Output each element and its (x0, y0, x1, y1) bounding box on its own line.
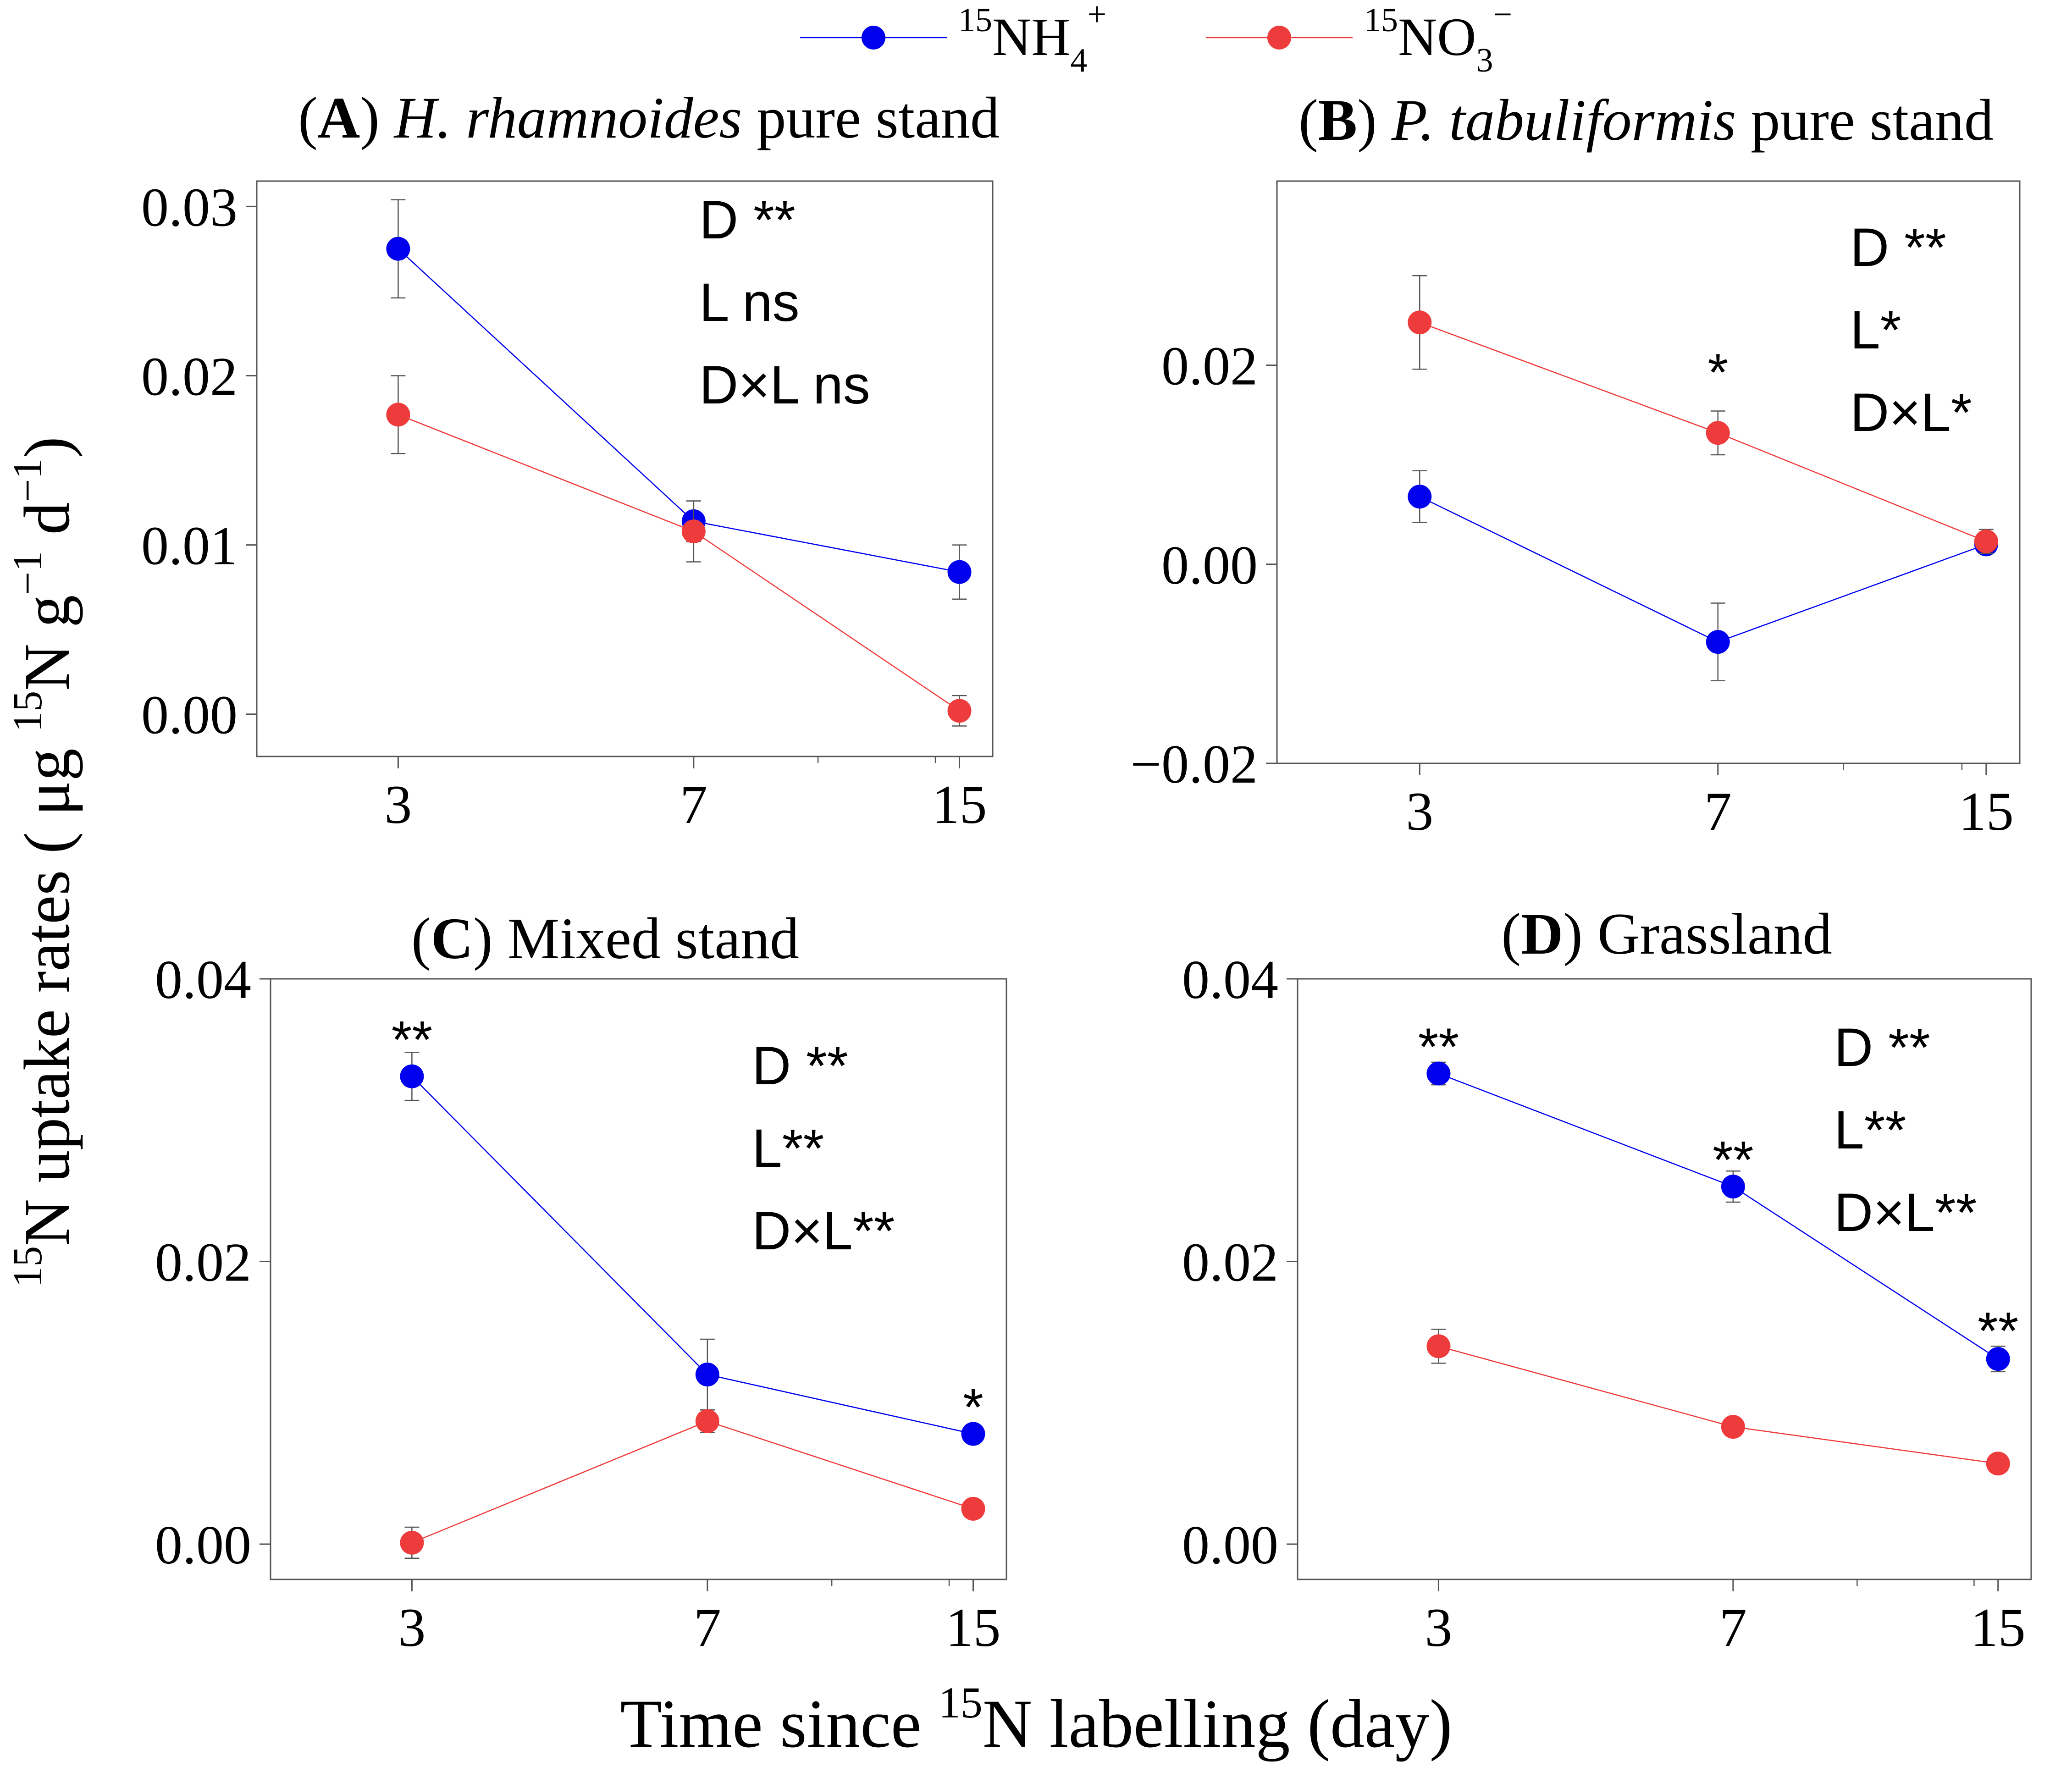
panel-d-sig-mark: ** (1978, 1302, 2019, 1361)
panel-a-xtick-label: 3 (384, 774, 412, 835)
panel-a-nh4-point (386, 237, 410, 261)
panel-a-frame (256, 180, 994, 757)
panel-b-title: (B) P. tabuliformis pure stand (1298, 88, 1994, 153)
panel-b-stat: D×L* (1850, 382, 1972, 443)
panel-b-no3-point (1974, 529, 1998, 553)
panel-b-no3-point (1408, 310, 1432, 335)
panel-d-nh4-point (1986, 1347, 2010, 1371)
panel-d-nh4-point (1426, 1061, 1451, 1086)
panel-d-nh4-point (1721, 1175, 1745, 1199)
y-axis-label: 15N uptake rates ( μg 15N g−1 d−1) (5, 436, 83, 1287)
panel-b-xtick-label: 7 (1704, 781, 1732, 842)
panel-a-no3-point (681, 519, 706, 544)
legend-nh4-marker (862, 26, 885, 50)
panel-a-ytick-label: 0.00 (141, 685, 238, 745)
panel-c-no3-point (695, 1409, 719, 1433)
panel-c-no3-point (400, 1530, 424, 1555)
panel-b-ytick-label: −0.02 (1130, 734, 1258, 795)
panel-d-no3-point (1986, 1452, 2010, 1476)
legend-no3-label: 15NO3− (1364, 0, 1512, 79)
panel-d-frame (1297, 978, 2032, 1580)
panel-c-xtick-label: 3 (398, 1597, 425, 1658)
panel-a-stat: L ns (699, 272, 800, 333)
panel-c-xtick-label: 15 (946, 1597, 1001, 1658)
panel-d-stat: D×L** (1834, 1182, 1977, 1243)
panel-c-stat: L** (752, 1118, 824, 1179)
panel-c-sig-mark: ** (392, 1011, 433, 1070)
panel-b-frame (1276, 180, 2021, 764)
panel-a: (A) H. rhamnoides pure stand 0.00 0.01 0.02… (141, 85, 1000, 835)
panel-b-sig-mark: * (1707, 343, 1728, 402)
panel-c-nh4-point (961, 1422, 985, 1446)
panel-c-ytick-label: 0.04 (155, 949, 251, 1010)
x-axis-label: Time since 15N labelling (day) (620, 1678, 1452, 1762)
panel-c-ytick-label: 0.00 (155, 1514, 251, 1575)
panel-d-stat: D ** (1834, 1017, 1930, 1078)
panel-d-sig-mark: ** (1713, 1131, 1754, 1190)
panel-d-sig-mark: ** (1418, 1018, 1459, 1076)
panel-c-no3-point (961, 1496, 985, 1521)
panel-a-stat: D×L ns (699, 355, 870, 415)
panel-a-ytick-label: 0.03 (141, 177, 238, 237)
panel-c-title: (C) Mixed stand (411, 906, 799, 971)
panel-c-frame (270, 978, 1007, 1580)
panel-a-no3-line (398, 414, 960, 712)
panel-d: (D) Grassland 0.00 0.02 0.04 3 7 15 ** ** ** D ** L… (1182, 901, 2032, 1658)
panel-c-stat: D×L** (752, 1201, 895, 1261)
panel-d-title: (D) Grassland (1501, 901, 1832, 966)
panel-c-sig-mark: * (963, 1378, 984, 1437)
panel-a-ytick-label: 0.02 (141, 346, 238, 407)
panel-b-stat: L* (1850, 300, 1901, 360)
panel-a-title: (A) H. rhamnoides pure stand (298, 85, 1000, 150)
panel-d-ytick-label: 0.04 (1182, 949, 1278, 1010)
panel-a-xtick-label: 7 (680, 774, 707, 835)
panel-a-ytick-label: 0.01 (141, 515, 238, 576)
panel-d-no3-point (1721, 1415, 1745, 1439)
legend-nh4-label: 15NH4+ (958, 0, 1106, 79)
panel-b-nh4-point (1408, 485, 1432, 509)
panel-b: (B) P. tabuliformis pure stand −0.02 0.00 0… (1130, 88, 2021, 842)
panel-d-ytick-label: 0.00 (1182, 1514, 1278, 1575)
panel-b-no3-point (1706, 421, 1730, 445)
panel-c-ytick-label: 0.02 (155, 1231, 251, 1292)
panel-b-nh4-line (1419, 496, 1987, 643)
panel-c-xtick-label: 7 (694, 1597, 721, 1658)
legend-no3-marker (1267, 26, 1291, 50)
panel-c-no3-line (411, 1420, 973, 1544)
panel-a-stat: D ** (699, 190, 796, 250)
panel-a-no3-point (947, 699, 972, 723)
panel-d-no3-line (1438, 1346, 1998, 1464)
panel-d-xtick-label: 3 (1425, 1597, 1452, 1658)
panel-c-nh4-point (400, 1064, 424, 1088)
panel-d-xtick-label: 7 (1719, 1597, 1747, 1658)
panel-b-xtick-label: 15 (1959, 781, 2014, 842)
panel-d-ytick-label: 0.02 (1182, 1231, 1278, 1292)
panel-b-stat: D ** (1850, 217, 1946, 278)
panel-a-no3-point (386, 403, 410, 427)
panel-a-nh4-line (398, 248, 960, 573)
panel-b-ytick-label: 0.00 (1161, 535, 1258, 596)
panel-a-nh4-point (947, 560, 972, 584)
panel-b-ytick-label: 0.02 (1161, 336, 1258, 397)
panel-d-xtick-label: 15 (1971, 1597, 2026, 1658)
panel-d-no3-point (1426, 1334, 1451, 1358)
panel-a-xtick-label: 15 (932, 774, 987, 835)
panel-b-xtick-label: 3 (1406, 781, 1433, 842)
panel-b-nh4-point (1706, 630, 1730, 654)
panel-c-nh4-point (695, 1363, 719, 1387)
panel-c-stat: D ** (752, 1036, 848, 1096)
legend: 15NH4+ 15NO3− (800, 0, 1512, 79)
panel-d-stat: L** (1834, 1100, 1906, 1160)
